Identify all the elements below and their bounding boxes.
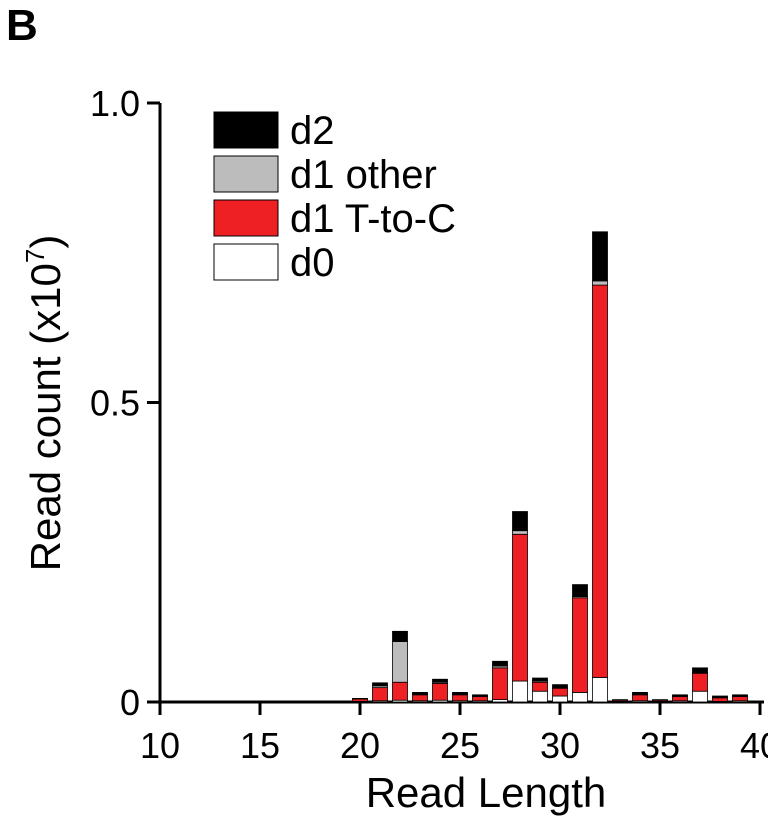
bar-segment-d1-t-to-c [512,533,528,682]
bar-segment-d1-t-to-c [692,672,708,692]
bar-segment-d2 [552,684,568,689]
legend-label: d2 [290,109,335,153]
bar-segment-d1-t-to-c [732,696,748,702]
x-tick-label: 40 [740,725,768,766]
bar-segment-d2 [492,660,508,667]
bar-segment-d2 [392,630,408,642]
bar-segment-d2 [632,692,648,695]
legend-swatch-d2 [213,111,279,149]
bar-segment-d1-t-to-c [552,687,568,697]
x-tick-label: 25 [440,725,480,766]
bar-segment-d2 [412,692,428,695]
legend-swatch-d1-t-to-c [213,199,279,237]
x-tick-label: 30 [540,725,580,766]
y-tick-label: 0 [120,682,140,723]
legend-swatch-d1-other [213,155,279,193]
bar-segment-d0 [552,695,568,703]
y-tick-label: 0.5 [90,383,140,424]
bar-segment-d2 [592,231,608,282]
bar-segment-d2 [352,698,368,700]
bar-segment-d1-t-to-c [392,681,408,701]
bar-segment-d1-t-to-c [592,284,608,678]
bars [352,231,748,703]
bar-segment-d2 [732,694,748,697]
bar-segment-d2 [472,694,488,697]
bar-segment-d2 [652,699,668,701]
bar-segment-d1-t-to-c [712,697,728,702]
bar-segment-d1-other [512,530,528,535]
bar-segment-d2 [672,694,688,697]
y-axis-label-close: ) [22,235,69,249]
bar-segment-d0 [692,690,708,703]
bar-segment-d0 [512,680,528,703]
bar-segment-d2 [572,584,588,597]
bar-segment-d0 [572,692,588,703]
bar-segment-d1-t-to-c [412,694,428,702]
y-axis-label-exponent: 7 [20,249,50,263]
bar-segment-d0 [592,677,608,703]
bar-segment-d1-other [392,641,408,683]
legend-swatch-d0 [213,243,279,281]
bar-segment-d1-t-to-c [572,597,588,693]
y-tick-label: 1.0 [90,83,140,124]
bar-segment-d2 [432,678,448,683]
bar-segment-d2 [452,692,468,695]
bar-segment-d2 [512,511,528,532]
x-tick-label: 10 [140,725,180,766]
bar-segment-d1-t-to-c [472,696,488,702]
bar-segment-d1-t-to-c [672,696,688,702]
bar-segment-d2 [712,695,728,698]
legend-label: d0 [290,241,335,285]
bar-segment-d0 [532,690,548,703]
bar-segment-d1-t-to-c [492,667,508,701]
bar-segment-d1-other [592,280,608,286]
bar-segment-d1-t-to-c [432,683,448,701]
y-axis-label-main: Read count (x10 [22,263,69,571]
bar-segment-d1-t-to-c [452,694,468,702]
bar-segment-d1-t-to-c [532,681,548,692]
legend-label: d1 other [290,153,437,197]
bar-segment-d2 [532,677,548,682]
bar-segment-d2 [372,682,388,687]
x-axis-label: Read Length [366,769,607,816]
bar-segment-d2 [692,667,708,674]
legend-label: d1 T-to-C [290,197,456,241]
y-axis-label: Read count (x107) [20,235,69,572]
panel-label: B [6,1,38,50]
bar-segment-d2 [612,699,628,701]
bar-segment-d1-t-to-c [632,694,648,702]
x-tick-label: 20 [340,725,380,766]
bar-segment-d1-t-to-c [372,687,388,702]
x-tick-label: 35 [640,725,680,766]
x-tick-label: 15 [240,725,280,766]
